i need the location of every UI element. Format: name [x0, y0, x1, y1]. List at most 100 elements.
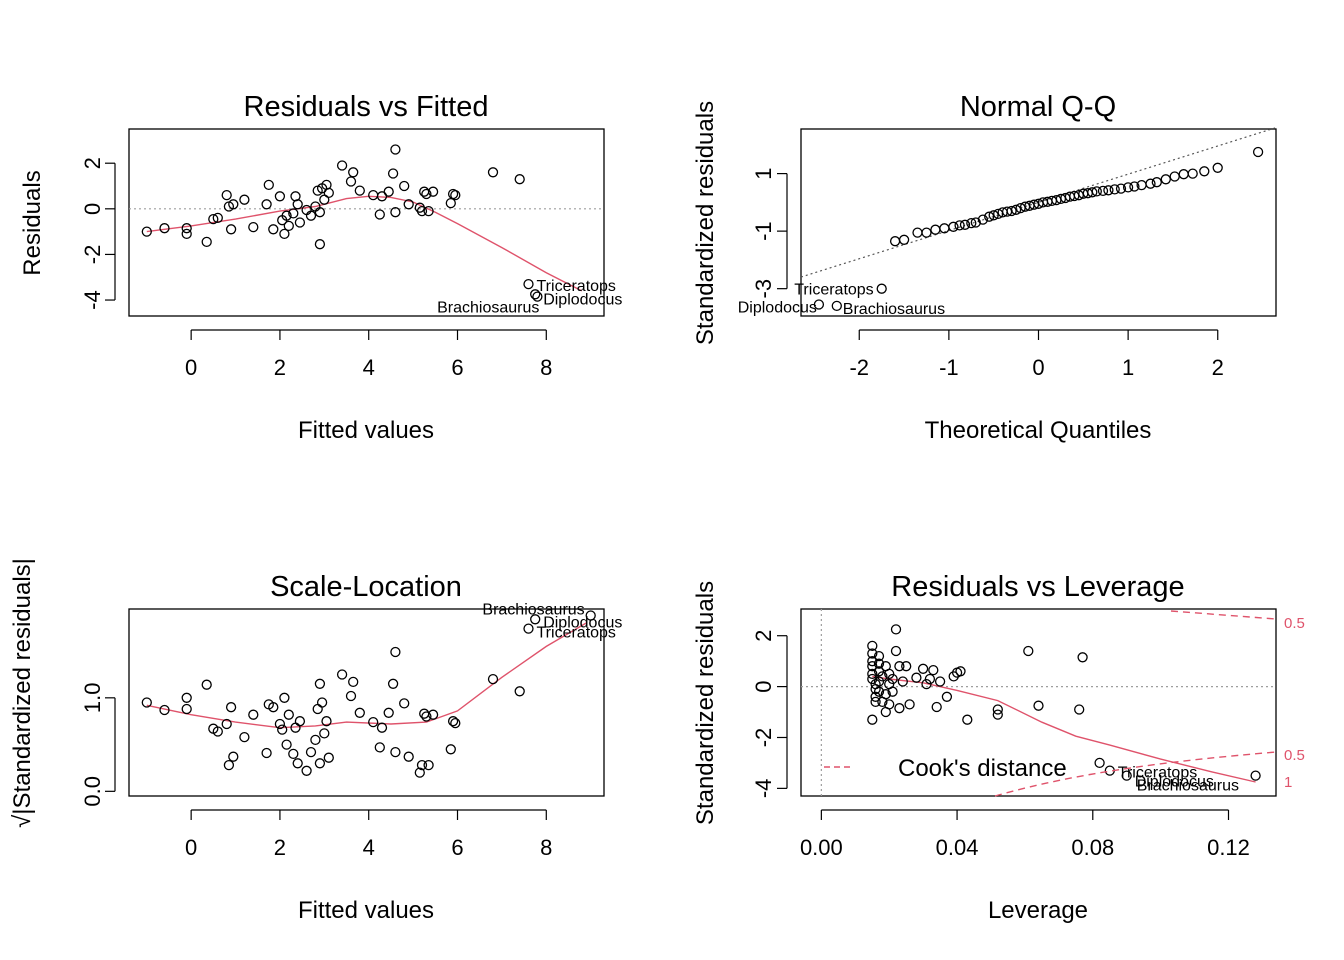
data-point: [383, 186, 394, 197]
data-point: [268, 224, 279, 235]
data-point: [310, 734, 321, 746]
data-point: [487, 167, 499, 178]
data-point: [376, 722, 388, 733]
data-point: [390, 646, 401, 658]
data-point: [268, 702, 279, 713]
point-label: Triceratops: [794, 282, 873, 299]
panel4-marks: 0.00 0.04 0.08 0.12 -4 -2 0 2 TriceratopsDiplodo…: [751, 609, 1276, 860]
x-tick-label: 2: [274, 835, 286, 860]
data-point: [867, 714, 878, 725]
x-tick-label: 6: [451, 835, 463, 860]
data-point: [383, 707, 394, 718]
data-point: [221, 189, 232, 201]
data-point: [959, 219, 971, 230]
data-point: [870, 696, 881, 708]
data-point: [867, 656, 878, 667]
data-point: [1187, 168, 1198, 179]
data-point: [223, 759, 235, 771]
data-point: [870, 691, 881, 702]
data-point: [239, 731, 250, 743]
data-point: [523, 278, 534, 290]
data-point: [354, 707, 365, 718]
data-point: [877, 671, 888, 682]
data-point: [530, 614, 541, 625]
panel-scale-location: Scale-Location Fitted values √|Standardi…: [9, 558, 622, 924]
data-point: [1178, 169, 1189, 180]
data-point: [283, 709, 294, 720]
cook-label-1: 0.5: [1284, 747, 1305, 764]
y-tick-label: 0: [751, 680, 776, 692]
data-point: [890, 624, 902, 635]
smooth-line: [146, 622, 587, 729]
data-point: [890, 645, 902, 657]
y-tick-label: -4: [751, 779, 776, 799]
panel1-ylabel: Residuals: [19, 170, 46, 275]
data-point: [873, 676, 885, 687]
data-point: [294, 217, 306, 228]
x-tick-label: 0: [185, 835, 197, 860]
data-point: [530, 289, 541, 300]
data-point: [281, 739, 292, 750]
data-point: [323, 187, 334, 199]
data-point: [368, 189, 379, 201]
panel2-ylabel: Standardized residuals: [692, 101, 719, 345]
y-tick-label: 1: [751, 167, 776, 179]
data-point: [894, 703, 905, 714]
data-point: [1115, 183, 1127, 194]
data-point: [904, 699, 915, 710]
data-point: [348, 676, 359, 688]
data-point: [988, 210, 999, 221]
cook-label-0: 0.5: [1284, 615, 1305, 632]
legend-cooks-distance: Cook's distance: [898, 755, 1067, 782]
data-point: [962, 714, 973, 725]
data-point: [239, 194, 250, 205]
data-point: [1250, 770, 1261, 781]
data-point: [390, 207, 401, 218]
data-point: [1010, 204, 1022, 215]
data-point: [314, 207, 326, 218]
x-tick-label: -2: [849, 355, 869, 380]
data-point: [1212, 162, 1223, 173]
data-point: [225, 702, 237, 713]
x-tick-label: 8: [540, 355, 552, 380]
data-point: [321, 716, 332, 727]
data-point: [336, 160, 348, 171]
data-point: [1109, 184, 1120, 195]
data-point: [934, 676, 946, 687]
data-point: [867, 668, 878, 680]
x-tick-label: 6: [451, 355, 463, 380]
data-point: [316, 697, 328, 708]
panel-residuals-vs-leverage: Residuals vs Leverage Leverage Standardi…: [692, 571, 1305, 924]
data-point: [954, 220, 965, 231]
data-point: [984, 211, 995, 222]
point-label: Triceratops: [537, 278, 616, 295]
data-point: [305, 746, 317, 758]
panel1-plot-box: [128, 128, 605, 317]
data-point: [292, 758, 303, 769]
data-point: [889, 236, 901, 247]
panel4-title: Residuals vs Leverage: [891, 571, 1184, 603]
smooth-line: [146, 195, 583, 292]
data-point: [248, 709, 259, 720]
data-point: [374, 742, 385, 753]
x-tick-label: 0.08: [1071, 835, 1114, 860]
data-point: [212, 212, 223, 224]
data-point: [212, 726, 223, 737]
data-point: [970, 217, 981, 228]
data-point: [387, 678, 399, 689]
data-point: [279, 228, 290, 240]
cooks-distance-legend: Cook's distance: [824, 755, 1067, 782]
data-point: [887, 673, 898, 685]
data-point: [181, 703, 192, 715]
data-point: [399, 180, 410, 192]
panel4-plot-box: [800, 608, 1277, 797]
data-point: [354, 185, 365, 196]
data-point: [924, 673, 936, 685]
data-point: [1097, 185, 1109, 197]
smooth-line: [872, 675, 1256, 783]
data-point: [292, 199, 303, 210]
data-point: [532, 291, 543, 302]
data-point: [312, 703, 323, 715]
x-tick-label: 1: [1122, 355, 1134, 380]
x-tick-label: 0.12: [1207, 835, 1250, 860]
